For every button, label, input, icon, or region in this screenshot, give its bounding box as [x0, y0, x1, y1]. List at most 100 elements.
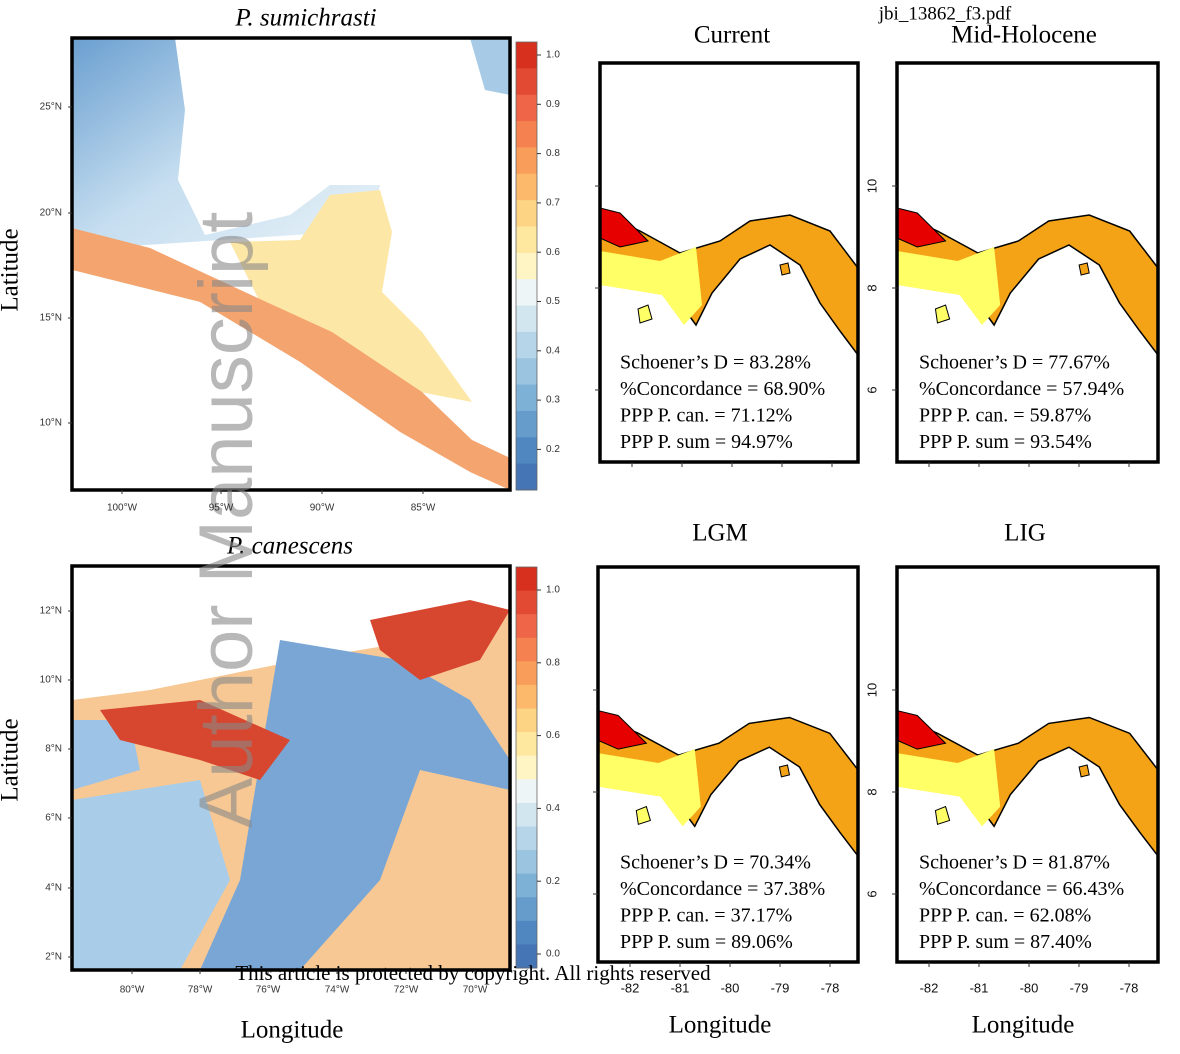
colorbar-tick-label: 0.8	[546, 148, 560, 159]
x-tick-label: -80	[1020, 980, 1039, 995]
colorbar-segment	[516, 802, 537, 827]
colorbar-tick-label: 0.6	[546, 247, 560, 258]
y-tick-label: 12°N	[40, 606, 62, 617]
y-tick-label: 25°N	[40, 102, 62, 113]
colorbar-segment	[516, 708, 537, 733]
colorbar-tick-label: 1.0	[546, 50, 560, 61]
colorbar-tick-label: 0.0	[546, 949, 560, 960]
y-tick-label: 20°N	[40, 208, 62, 219]
colorbar-segment	[516, 42, 537, 69]
stat-line: PPP P. can. = 37.17%	[620, 904, 792, 926]
stat-line: %Concordance = 66.43%	[919, 878, 1124, 900]
map-frame	[895, 61, 1160, 464]
y-tick-label: 6	[864, 890, 879, 897]
filename: jbi_13862_f3.pdf	[878, 3, 1012, 24]
y-tick-label: 6	[864, 386, 879, 393]
stat-line: %Concordance = 68.90%	[620, 378, 825, 400]
colorbar-segment	[516, 684, 537, 710]
stat-line: PPP P. sum = 87.40%	[919, 931, 1092, 953]
map-panel	[598, 61, 860, 464]
map-frame	[895, 565, 1160, 964]
colorbar-segment	[516, 173, 537, 201]
map-sumichrasti	[70, 36, 512, 492]
colorbar-tick-label: 0.8	[546, 657, 560, 668]
y-tick-label: 8°N	[45, 744, 62, 755]
x-tick-label: 100°W	[107, 503, 138, 514]
colorbar-segment	[516, 226, 537, 254]
x-tick-label: -81	[671, 980, 690, 995]
x-tick-label: -82	[621, 980, 640, 995]
y-axis-label: Latitude	[0, 228, 24, 311]
colorbar-segment	[516, 279, 537, 307]
stat-line: PPP P. can. = 59.87%	[919, 404, 1091, 426]
panel-title: P. sumichrasti	[234, 5, 376, 32]
stat-line: %Concordance = 57.94%	[919, 378, 1124, 400]
colorbar-segment	[516, 147, 537, 175]
colorbar-tick-label: 0.5	[546, 296, 560, 307]
stat-line: PPP P. sum = 89.06%	[620, 931, 793, 953]
x-tick-label: -82	[920, 980, 939, 995]
map-canescens	[70, 564, 512, 972]
colorbar-segment	[516, 567, 537, 592]
y-tick-label: 4°N	[45, 883, 62, 894]
panel-title: P. canescens	[226, 533, 353, 560]
colorbar-segment	[516, 850, 537, 875]
x-tick-label: -78	[1120, 980, 1139, 995]
x-tick-label: -79	[771, 980, 790, 995]
colorbar-segment	[516, 463, 537, 491]
x-tick-label: 78°W	[188, 985, 213, 996]
y-tick-label: 15°N	[40, 313, 62, 324]
x-tick-label: 95°W	[209, 503, 234, 514]
y-tick-label: 6°N	[45, 813, 62, 824]
colorbar-segment	[516, 779, 537, 804]
colorbar-tick-label: 0.2	[546, 444, 560, 455]
colorbar-segment	[516, 661, 537, 686]
x-tick-label: -81	[970, 980, 989, 995]
x-tick-label: 72°W	[394, 985, 419, 996]
x-tick-label: 85°W	[411, 503, 436, 514]
colorbar-segment	[516, 252, 537, 280]
x-tick-label: -78	[821, 980, 840, 995]
colorbar-segment	[516, 755, 537, 780]
colorbar-tick-label: 0.7	[546, 198, 560, 209]
colorbar-segment	[516, 410, 537, 438]
colorbar-tick-label: 0.3	[546, 395, 560, 406]
colorbar-tick-label: 0.4	[546, 345, 560, 356]
panel-title: Current	[694, 22, 770, 49]
colorbar-segment	[516, 437, 537, 465]
stat-line: PPP P. can. = 71.12%	[620, 404, 792, 426]
stat-line: Schoener’s D = 70.34%	[620, 852, 811, 874]
colorbar-segment	[516, 826, 537, 851]
stat-line: Schoener’s D = 77.67%	[919, 352, 1110, 374]
y-tick-label: 2°N	[45, 952, 62, 963]
colorbar-frame	[515, 41, 538, 491]
y-tick-label: 8	[864, 284, 879, 291]
y-tick-label: 10°N	[40, 675, 62, 686]
stat-line: %Concordance = 37.38%	[620, 878, 825, 900]
colorbar-segment	[516, 920, 537, 945]
x-axis-label: Longitude	[669, 1012, 772, 1039]
map-panel	[596, 565, 860, 964]
stat-line: PPP P. can. = 62.08%	[919, 904, 1091, 926]
panel-title: LGM	[692, 520, 748, 547]
stat-line: Schoener’s D = 81.87%	[919, 852, 1110, 874]
map-panel	[895, 565, 1160, 964]
x-axis-label: Longitude	[972, 1012, 1075, 1039]
colorbar-segment	[516, 331, 537, 359]
colorbar-segment	[516, 121, 537, 148]
colorbar-segment	[516, 200, 537, 227]
footer: This article is protected by copyright. …	[235, 961, 711, 985]
colorbar-tick-label: 0.9	[546, 99, 560, 110]
colorbar-segment	[516, 94, 537, 122]
stat-line: PPP P. sum = 93.54%	[919, 431, 1092, 453]
x-axis-label: Longitude	[241, 1017, 344, 1044]
panel-title: LIG	[1004, 520, 1046, 547]
colorbar-segment	[516, 732, 537, 757]
x-tick-label: 80°W	[120, 985, 145, 996]
y-tick-label: 10	[864, 683, 879, 697]
colorbar-segment	[516, 897, 537, 922]
x-tick-label: -80	[721, 980, 740, 995]
stat-line: PPP P. sum = 94.97%	[620, 431, 793, 453]
y-tick-label: 8	[864, 788, 879, 795]
